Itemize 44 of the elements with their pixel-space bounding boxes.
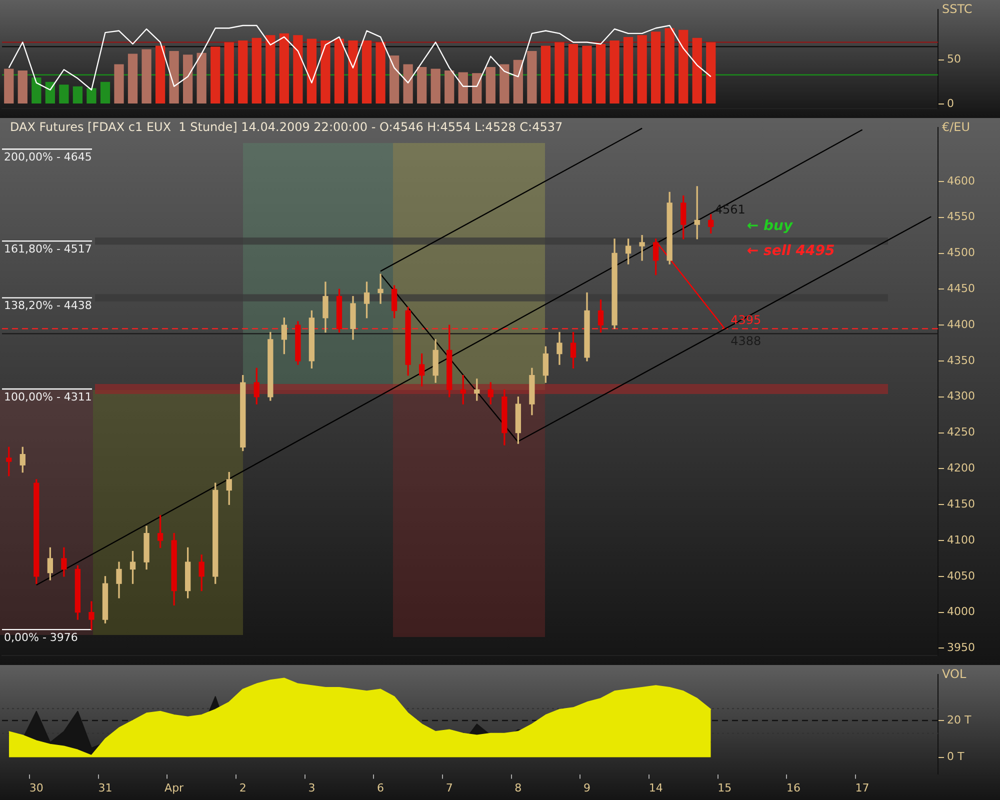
- y-axis-title: SSTC: [942, 2, 972, 16]
- x-tick-label: 6: [377, 781, 384, 794]
- x-tick-label: 15: [718, 781, 732, 794]
- y-tick-label: 4400: [947, 318, 975, 331]
- y-tick-label: 4150: [947, 497, 975, 510]
- x-tick-label: 7: [446, 781, 453, 794]
- annotation: 100,00% - 4311: [4, 390, 92, 404]
- y-tick-label: 4600: [947, 174, 975, 188]
- x-tick-label: Apr: [164, 781, 184, 794]
- annotation: 138,20% - 4438: [4, 299, 92, 312]
- y-tick-label: 0: [947, 96, 954, 110]
- y-tick-label: 4550: [947, 210, 975, 224]
- x-tick-label: 16: [786, 781, 800, 794]
- y-axis-title: €/EU: [942, 120, 970, 134]
- annotation: ← sell 4495: [746, 243, 836, 260]
- x-tick-label: 8: [514, 781, 522, 794]
- x-tick-label: 9: [584, 781, 590, 794]
- annotation: 4395: [730, 312, 762, 327]
- y-tick-label: 4000: [947, 605, 975, 618]
- y-axis-title: VOL: [942, 667, 966, 682]
- y-tick-label: 4350: [947, 354, 975, 367]
- x-tick-label: 3: [308, 781, 316, 794]
- y-tick-label: 4300: [947, 390, 975, 403]
- annotation: 161,80% - 4517: [4, 242, 92, 256]
- y-tick-label: 0 T: [947, 750, 964, 764]
- annotation: 4561: [714, 202, 746, 217]
- annotation: 200,00% - 4645: [4, 150, 92, 164]
- x-tick-label: 2: [239, 781, 246, 794]
- y-tick-label: 4450: [947, 282, 975, 296]
- y-tick-label: 3950: [947, 641, 975, 654]
- x-tick-label: 31: [98, 781, 112, 794]
- y-tick-label: 50: [947, 52, 961, 66]
- annotation: 0,00% - 3976: [4, 630, 78, 644]
- x-tick-label: 30: [29, 781, 44, 794]
- y-tick-label: 4100: [947, 533, 975, 546]
- y-tick-label: 4500: [947, 246, 975, 260]
- y-tick-label: 4250: [947, 426, 975, 439]
- annotation: ← buy: [746, 218, 794, 234]
- y-tick-label: 20 T: [947, 713, 972, 726]
- y-tick-label: 4050: [947, 569, 975, 582]
- chart-title: DAX Futures [FDAX c1 EUX 1 Stunde] 14.04.2009 22:00:00 - O:4546 H:4554 L:4528 C:4537: [10, 120, 563, 134]
- x-tick-label: 17: [855, 781, 870, 794]
- y-tick-label: 4200: [947, 462, 975, 475]
- x-tick-label: 14: [648, 781, 663, 794]
